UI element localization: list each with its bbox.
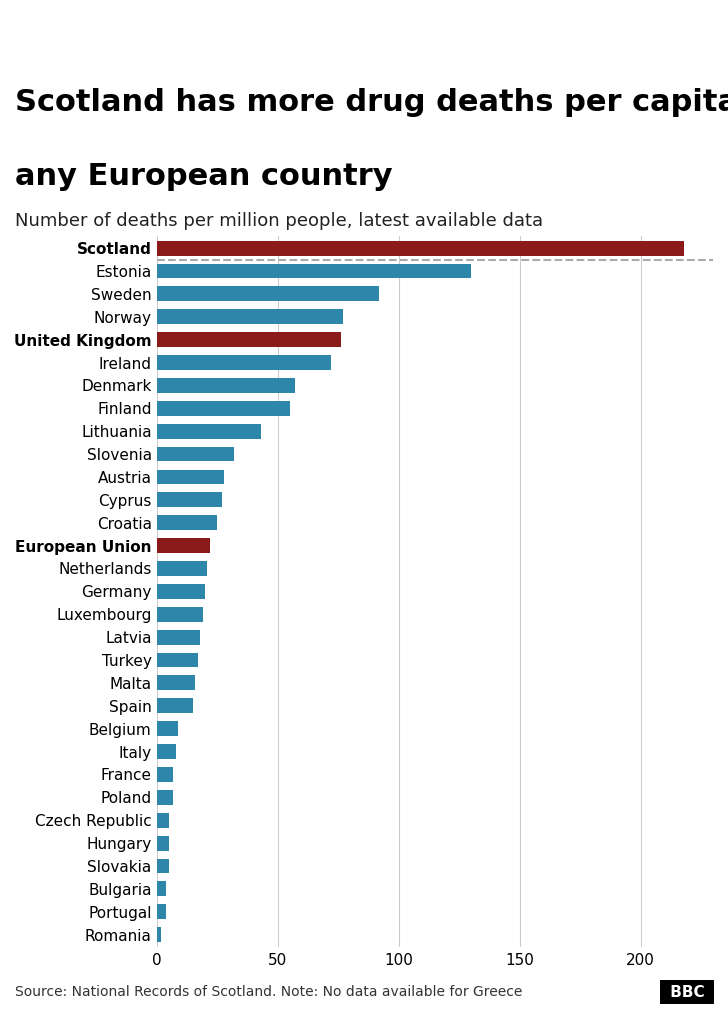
Bar xyxy=(157,813,169,827)
Bar xyxy=(157,287,379,301)
Text: Source: National Records of Scotland. Note: No data available for Greece: Source: National Records of Scotland. No… xyxy=(15,985,522,999)
Bar xyxy=(157,607,202,622)
Bar xyxy=(157,515,217,530)
Bar xyxy=(157,355,331,370)
Bar xyxy=(157,584,205,599)
Bar xyxy=(157,790,173,805)
Bar xyxy=(157,652,198,668)
Bar xyxy=(157,721,178,736)
Bar xyxy=(157,424,261,438)
Bar xyxy=(157,767,173,782)
Bar xyxy=(157,241,684,256)
Bar xyxy=(157,676,195,690)
Bar xyxy=(157,744,176,759)
Bar xyxy=(157,561,207,575)
Text: BBC: BBC xyxy=(665,985,710,999)
Bar xyxy=(157,263,471,279)
Bar xyxy=(157,539,210,553)
Bar xyxy=(157,858,169,873)
Bar xyxy=(157,836,169,851)
Text: Number of deaths per million people, latest available data: Number of deaths per million people, lat… xyxy=(15,212,542,230)
Bar xyxy=(157,882,166,896)
Bar xyxy=(157,400,290,416)
Text: Scotland has more drug deaths per capita than: Scotland has more drug deaths per capita… xyxy=(15,88,728,117)
Bar xyxy=(157,332,341,347)
Bar xyxy=(157,470,224,484)
Text: any European country: any European country xyxy=(15,163,392,191)
Bar xyxy=(157,927,162,942)
Bar xyxy=(157,630,200,644)
Bar xyxy=(157,698,193,713)
Bar xyxy=(157,378,295,393)
Bar xyxy=(157,904,166,920)
Bar xyxy=(157,446,234,462)
Bar xyxy=(157,493,222,507)
Bar xyxy=(157,309,343,325)
